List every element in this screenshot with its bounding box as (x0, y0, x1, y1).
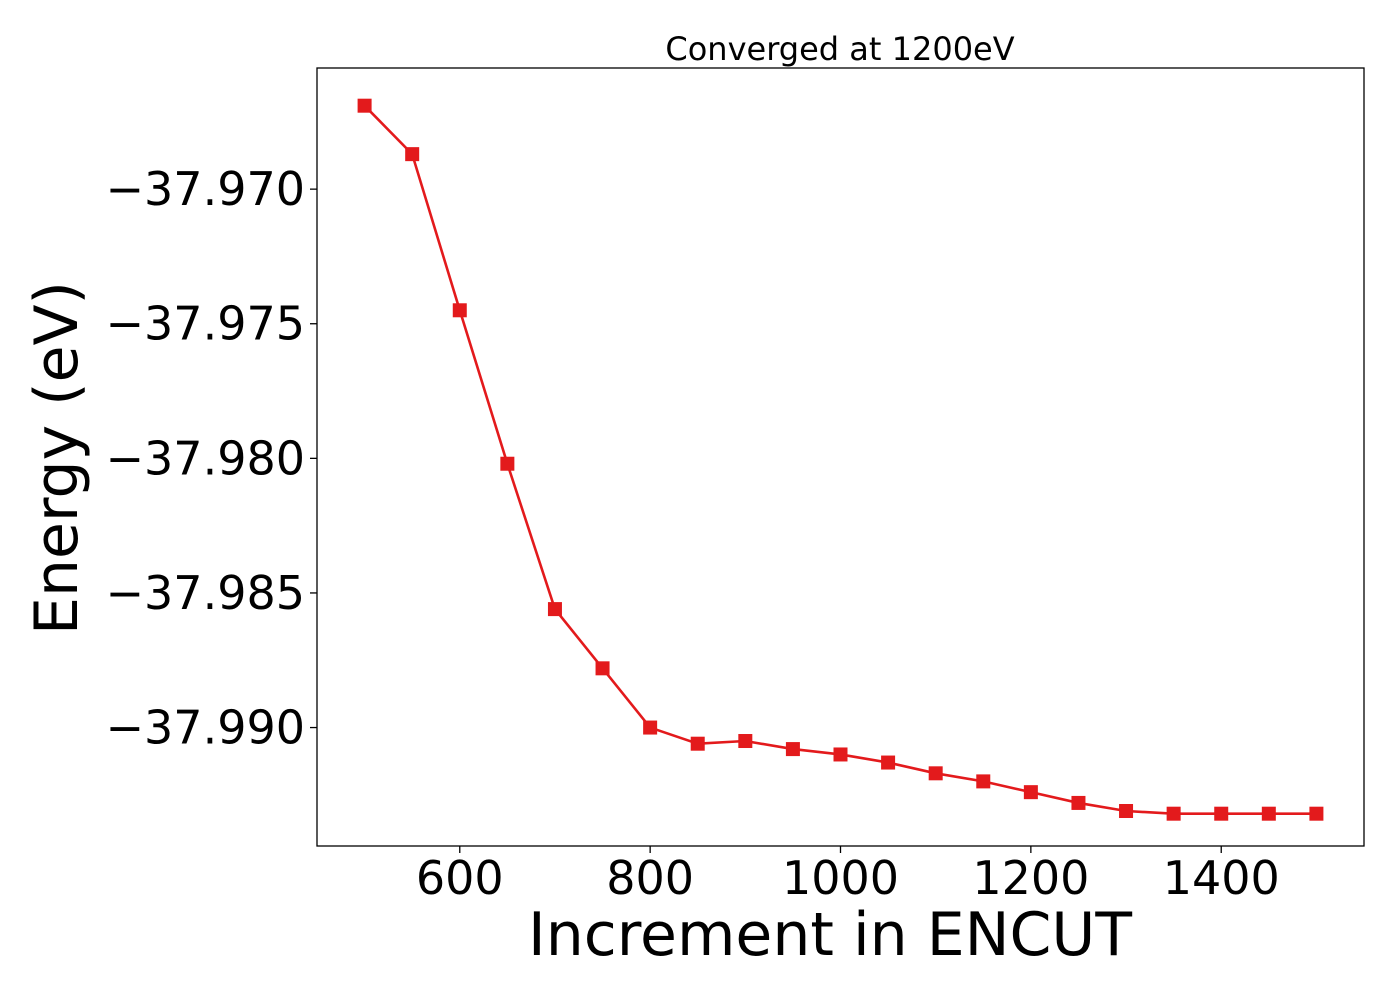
data-point (1214, 806, 1229, 821)
y-axis: −37.970 −37.975 −37.980 −37.985 −37.990 (106, 162, 317, 755)
x-tick-label: 1000 (782, 851, 899, 905)
y-tick-label: −37.970 (106, 162, 306, 216)
x-axis-label: Increment in ENCUT (528, 900, 1132, 970)
x-axis: 600 800 1000 1200 1400 (416, 846, 1280, 905)
data-point (452, 303, 467, 318)
chart-title: Converged at 1200eV (665, 30, 1014, 68)
y-tick-label: −37.980 (106, 431, 306, 485)
data-point (928, 766, 943, 781)
data-point (643, 720, 658, 735)
y-tick-label: −37.985 (106, 566, 306, 620)
x-tick-label: 1400 (1163, 851, 1280, 905)
x-tick-label: 800 (606, 851, 694, 905)
data-point (1023, 785, 1038, 800)
data-point (785, 742, 800, 757)
data-point (500, 456, 515, 471)
y-axis-label: Energy (eV) (22, 281, 92, 635)
data-point (1261, 806, 1276, 821)
data-point (1166, 806, 1181, 821)
data-point (881, 755, 896, 770)
data-point (690, 736, 705, 751)
data-point (357, 98, 372, 113)
y-tick-label: −37.975 (106, 297, 306, 351)
plot-frame (316, 67, 1365, 847)
data-point (405, 147, 420, 162)
data-point (833, 747, 848, 762)
data-point (976, 774, 991, 789)
data-point (1071, 795, 1086, 810)
data-point (1119, 804, 1134, 819)
data-point (738, 734, 753, 749)
data-point (1309, 806, 1324, 821)
data-point (595, 661, 610, 676)
y-tick-label: −37.990 (106, 701, 306, 755)
x-tick-label: 600 (416, 851, 504, 905)
plot-area (316, 67, 1365, 847)
series-layer (357, 98, 1324, 821)
data-point (547, 602, 562, 617)
x-tick-label: 1200 (972, 851, 1089, 905)
